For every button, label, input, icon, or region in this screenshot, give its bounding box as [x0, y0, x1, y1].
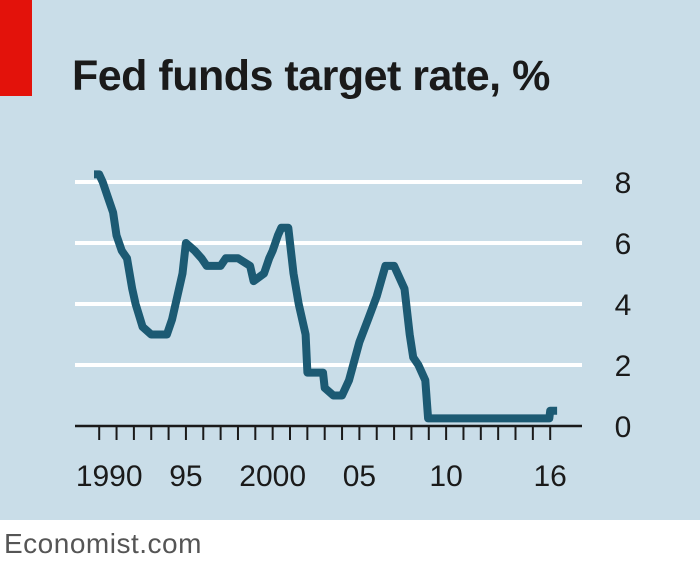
series-line — [94, 170, 558, 423]
x-tick-label: 16 — [534, 460, 567, 493]
x-tick-label: 2000 — [239, 460, 306, 493]
brand-tag — [0, 0, 32, 96]
y-tick-label: 2 — [615, 350, 632, 383]
chart-area: 0 2 4 6 8 1990 95 2000 05 10 16 — [75, 167, 632, 493]
x-tick-label: 95 — [169, 460, 202, 493]
gridlines — [75, 180, 582, 367]
y-tick-label: 8 — [615, 167, 632, 200]
x-axis — [75, 424, 582, 440]
chart-title: Fed funds target rate, % — [72, 52, 550, 100]
y-tick-label: 0 — [615, 411, 632, 444]
x-axis-labels: 1990 95 2000 05 10 16 — [76, 460, 567, 493]
y-axis-labels: 0 2 4 6 8 — [615, 167, 632, 444]
source-credit: Economist.com — [4, 528, 202, 559]
y-tick-label: 6 — [615, 228, 632, 261]
series-layer — [94, 170, 558, 423]
y-tick-label: 4 — [615, 289, 632, 322]
x-tick-label: 10 — [429, 460, 462, 493]
x-tick-label: 05 — [343, 460, 376, 493]
x-tick-label: 1990 — [76, 460, 143, 493]
